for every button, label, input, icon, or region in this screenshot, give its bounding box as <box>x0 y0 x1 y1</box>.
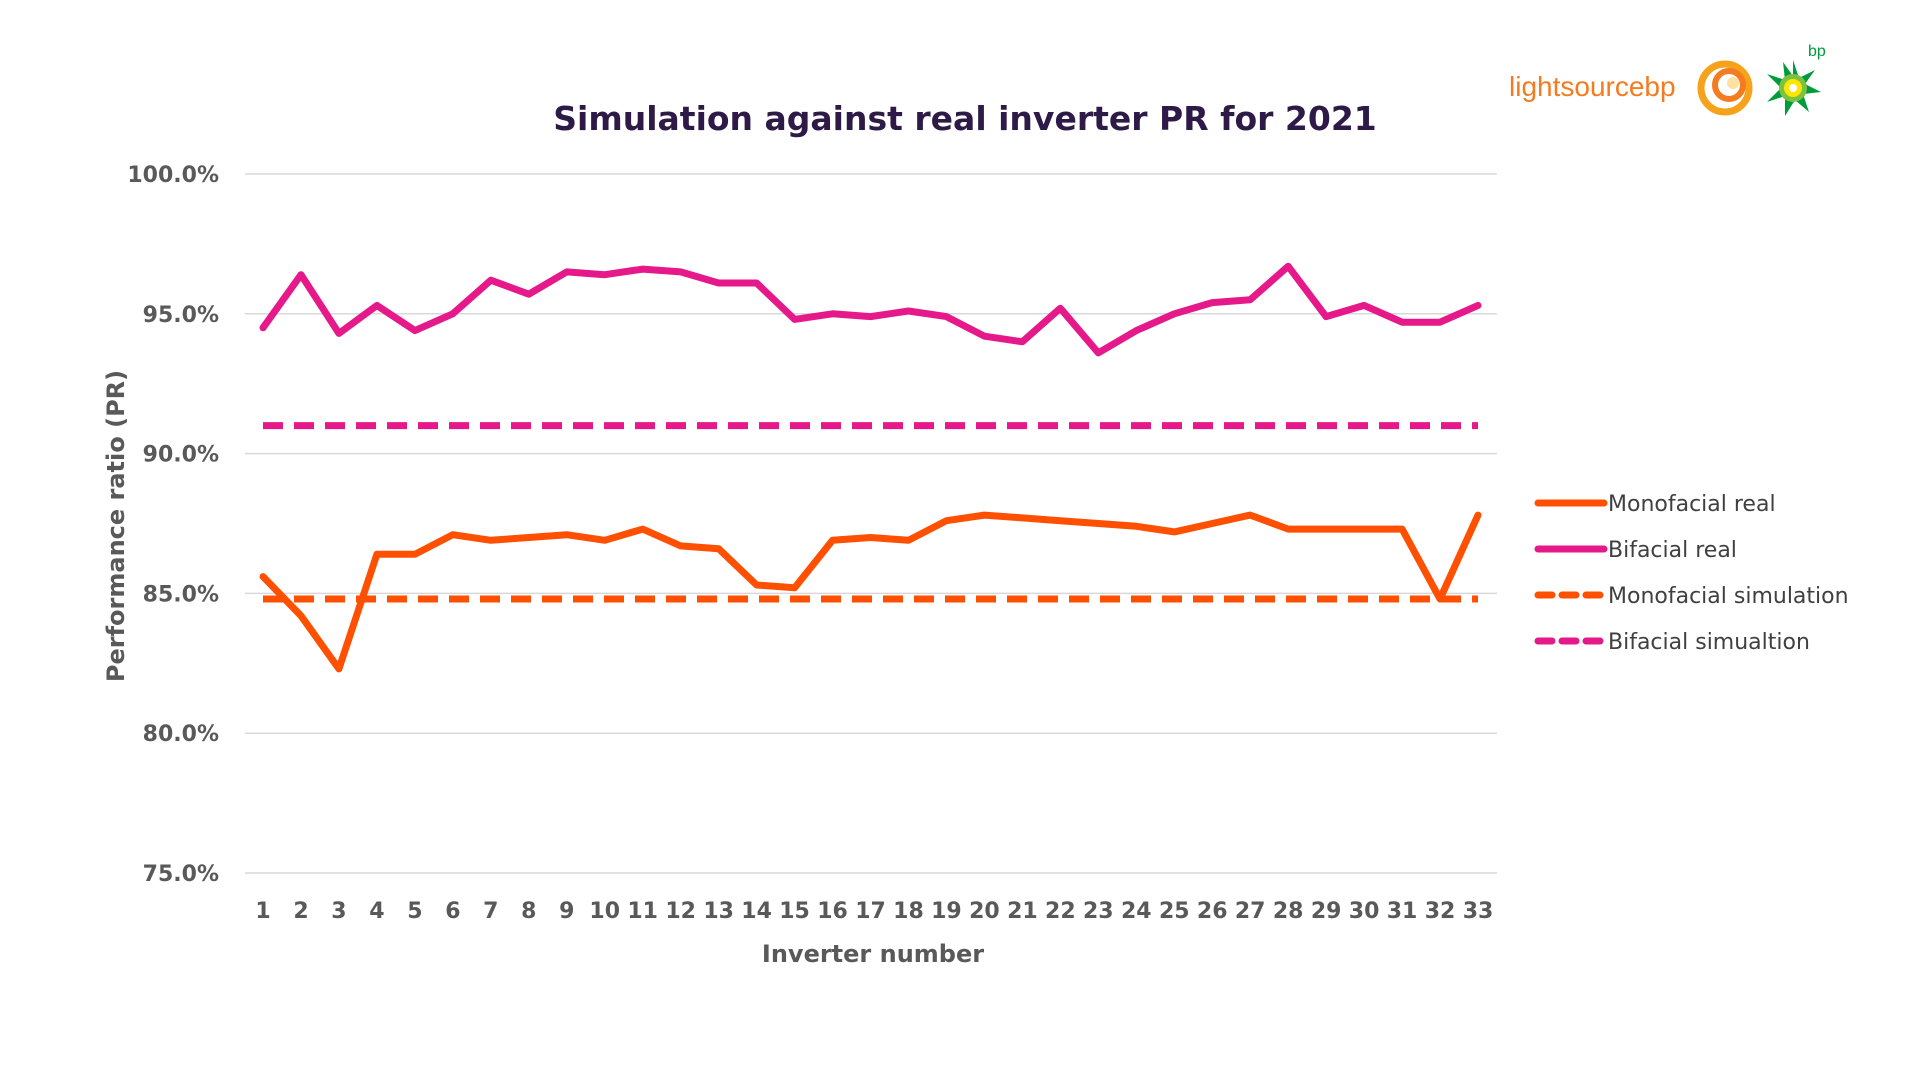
x-tick-label: 24 <box>1121 899 1152 924</box>
bp-mark-text: bp <box>1808 43 1826 60</box>
x-tick-label: 2 <box>293 899 308 924</box>
logo-text-lightsource: lightsource <box>1509 71 1644 102</box>
series-line-monofacial-real <box>259 511 1482 673</box>
y-axis-title: Performance ratio (PR) <box>102 370 130 682</box>
x-tick-label: 30 <box>1349 899 1380 924</box>
legend-label: Monofacial simulation <box>1608 584 1849 609</box>
x-axis-title: Inverter number <box>762 940 984 968</box>
y-tick-label: 80.0% <box>143 722 219 747</box>
company-logo: lightsourcebp bp <box>1509 43 1826 116</box>
x-tick-label: 13 <box>703 899 734 924</box>
lightsource-swirl-icon <box>1697 60 1753 116</box>
x-tick-label: 7 <box>483 899 498 924</box>
y-tick-label: 75.0% <box>143 862 219 887</box>
chart-title: Simulation against real inverter PR for … <box>553 99 1377 138</box>
svg-text:lightsourcebp: lightsourcebp <box>1509 71 1676 102</box>
y-tick-label: 85.0% <box>143 582 219 607</box>
x-tick-label: 17 <box>855 899 886 924</box>
x-tick-label: 20 <box>969 899 1000 924</box>
legend-label: Monofacial real <box>1608 492 1776 517</box>
gridlines <box>245 173 1497 874</box>
x-tick-label: 26 <box>1197 899 1228 924</box>
x-tick-label: 15 <box>779 899 810 924</box>
x-tick-label: 19 <box>931 899 962 924</box>
x-tick-label: 33 <box>1463 899 1494 924</box>
x-tick-label: 12 <box>665 899 696 924</box>
x-tick-label: 9 <box>559 899 574 924</box>
x-tick-label: 25 <box>1159 899 1190 924</box>
x-tick-label: 31 <box>1387 899 1418 924</box>
series-lines <box>259 262 1482 673</box>
x-tick-label: 5 <box>407 899 422 924</box>
x-tick-label: 28 <box>1273 899 1304 924</box>
x-tick-label: 32 <box>1425 899 1456 924</box>
y-tick-label: 100.0% <box>127 163 219 188</box>
bp-helios-icon <box>1767 60 1821 116</box>
x-tick-label: 8 <box>521 899 536 924</box>
x-tick-label: 23 <box>1083 899 1114 924</box>
series-line-bifacial-real <box>259 262 1482 357</box>
y-tick-labels: 75.0% 80.0% 85.0% 90.0% 95.0% 100.0% <box>127 163 219 887</box>
x-tick-label: 29 <box>1311 899 1342 924</box>
logo-text-bp: bp <box>1644 71 1675 102</box>
x-tick-label: 21 <box>1007 899 1038 924</box>
x-tick-label: 22 <box>1045 899 1076 924</box>
x-tick-label: 14 <box>741 899 772 924</box>
legend-label: Bifacial simualtion <box>1608 630 1810 655</box>
y-tick-label: 95.0% <box>143 303 219 328</box>
x-tick-labels: 1 2 3 4 5 6 7 8 9 10 11 12 13 14 15 16 17 18 19 20 21 22 23 24 2… <box>255 899 1493 924</box>
legend: Monofacial real Bifacial real Monofacial s… <box>1534 492 1849 655</box>
x-tick-label: 16 <box>817 899 848 924</box>
x-tick-label: 4 <box>369 899 384 924</box>
x-tick-label: 3 <box>331 899 346 924</box>
x-tick-label: 18 <box>893 899 924 924</box>
x-tick-label: 6 <box>445 899 460 924</box>
x-tick-label: 11 <box>627 899 658 924</box>
y-tick-label: 90.0% <box>143 443 219 468</box>
legend-label: Bifacial real <box>1608 538 1737 563</box>
x-tick-label: 10 <box>589 899 620 924</box>
x-tick-label: 27 <box>1235 899 1266 924</box>
x-tick-label: 1 <box>255 899 270 924</box>
